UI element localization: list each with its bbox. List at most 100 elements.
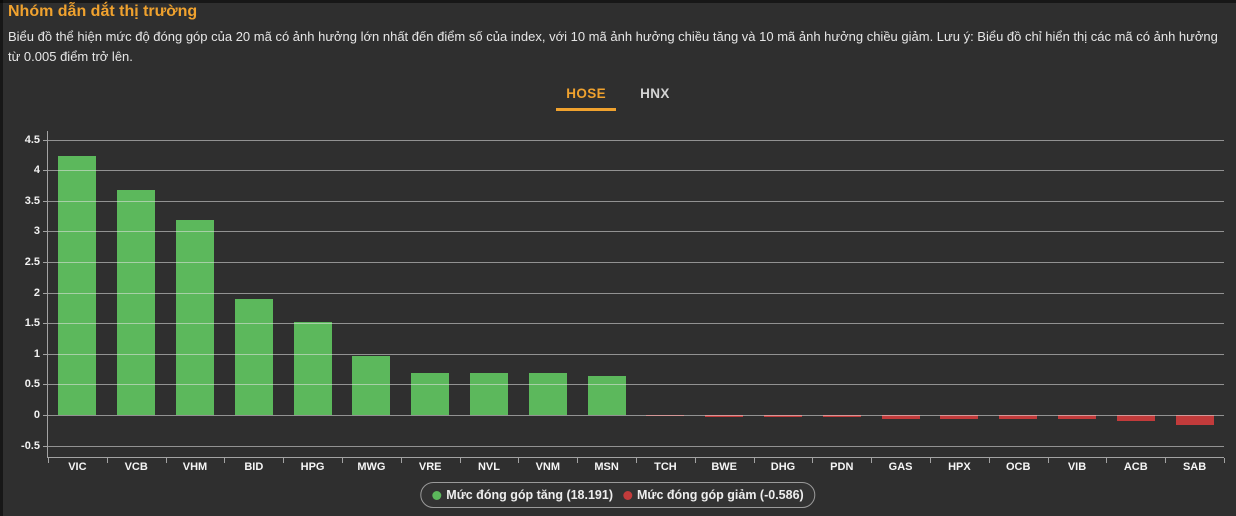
bar-sab [1175,415,1214,425]
y-tick-label: 0 [33,409,40,421]
x-tick-label-vcb: VCB [124,461,148,473]
bar-msn [587,376,626,415]
x-tick-label-dhg: DHG [770,461,796,473]
bar-acb [1116,415,1155,421]
x-tick-label-bwe: BWE [711,461,738,473]
x-axis-line [47,457,1224,458]
y-axis-tick [43,139,48,141]
legend-item-up[interactable]: Mức đóng góp tăng (18.191) [432,488,613,502]
x-tick-label-mwg: MWG [357,461,386,473]
y-axis-tick [43,415,48,416]
bar-gas [881,415,920,419]
x-tick-label-vnm: VNM [535,461,561,473]
gridline [48,353,1224,355]
x-axis-tick [283,458,285,463]
legend-up-label: Mức đóng góp tăng (18.191) [446,488,613,502]
gridline [48,292,1224,294]
y-axis-tick [43,445,48,447]
bar-dhg [764,415,802,418]
x-tick-label-vic: VIC [68,461,87,473]
x-axis-tick [1106,458,1108,463]
x-axis-tick [400,458,402,463]
y-axis-tick [43,353,48,355]
gridline [48,384,1224,386]
x-axis-labels: VIC VCB VHM BID HPG MWG VRE NVL VNM MSN TCH BWE DHG P… [48,461,1224,477]
bar-ocb [999,415,1038,419]
y-tick-label: 1.5 [24,317,40,330]
y-axis-tick [43,231,48,233]
bar-vcb [117,189,156,415]
x-tick-label-vhm: VHM [182,461,208,473]
bar-vib [1058,415,1096,419]
gridline [48,323,1224,325]
x-tick-label-pdn: PDN [830,461,854,473]
bar-vre [411,372,450,415]
page-title: Nhóm dẫn dắt thị trường [8,3,198,20]
bar-bwe [705,415,744,418]
plot-area [48,133,1224,457]
y-axis-tick [43,292,48,294]
bar-hpx [940,415,979,419]
x-axis-tick [106,458,108,463]
x-tick-label-vre: VRE [418,461,442,473]
gridline [48,170,1224,172]
exchange-tabs: HOSE HNX [0,83,1236,111]
gridline [48,139,1224,141]
bar-nvl [470,373,508,415]
x-axis-tick [577,458,579,463]
y-tick-label: 4 [33,164,40,177]
y-tick-label: 1 [33,347,40,360]
legend-item-down[interactable]: Mức đóng góp giảm (-0.586) [623,488,804,502]
x-axis-tick [48,458,49,463]
x-axis-tick [636,458,637,463]
legend-down-label: Mức đóng góp giảm (-0.586) [637,488,804,502]
tab-hnx[interactable]: HNX [640,86,670,101]
x-axis-tick [988,458,990,463]
x-axis-tick [1224,458,1225,463]
legend-up-dot-icon [432,490,442,500]
bar-hpg [293,322,332,415]
y-tick-label: -0.5 [21,439,40,452]
x-tick-label-hpg: HPG [300,461,325,473]
x-tick-label-tch: TCH [654,461,677,473]
y-axis-line [47,131,48,457]
y-tick-label: 4.5 [24,133,40,146]
gridline [48,415,1224,416]
x-tick-label-bid: BID [244,461,264,473]
tab-hose[interactable]: HOSE [556,83,617,111]
x-axis-tick [930,458,931,463]
gridline [48,262,1224,263]
x-tick-label-hpx: HPX [948,461,971,473]
y-tick-label: 2.5 [24,256,40,268]
x-axis-tick [1165,458,1167,463]
x-axis-tick [459,458,461,463]
y-axis-tick [43,262,48,263]
x-axis-tick [753,458,755,463]
y-axis-tick [43,323,48,325]
y-axis-tick [43,170,48,172]
x-axis-tick [694,458,696,463]
x-tick-label-gas: GAS [888,461,913,473]
x-axis-tick [342,458,343,463]
gridline [48,231,1224,233]
x-tick-label-nvl: NVL [477,461,500,473]
x-axis-tick [1047,458,1049,463]
x-axis-tick [165,458,167,463]
x-axis-tick [812,458,814,463]
gridline [48,200,1224,202]
y-tick-label: 2 [33,286,40,299]
y-axis-labels: 4.5 4 3.5 3 2.5 2 1.5 1 0.5 0 -0.5 [0,133,40,457]
chart-legend: Mức đóng góp tăng (18.191) Mức đóng góp … [420,482,816,508]
bar-bid [234,298,273,415]
y-tick-label: 0.5 [24,378,40,391]
bar-vhm [176,219,214,415]
x-tick-label-acb: ACB [1123,461,1148,473]
x-axis-tick [224,458,226,463]
y-axis-tick [43,384,48,386]
legend-down-dot-icon [623,490,632,500]
bar-pdn [822,415,861,418]
x-tick-label-vib: VIB [1067,461,1087,473]
x-tick-label-ocb: OCB [1005,461,1031,473]
x-axis-tick [518,458,520,463]
